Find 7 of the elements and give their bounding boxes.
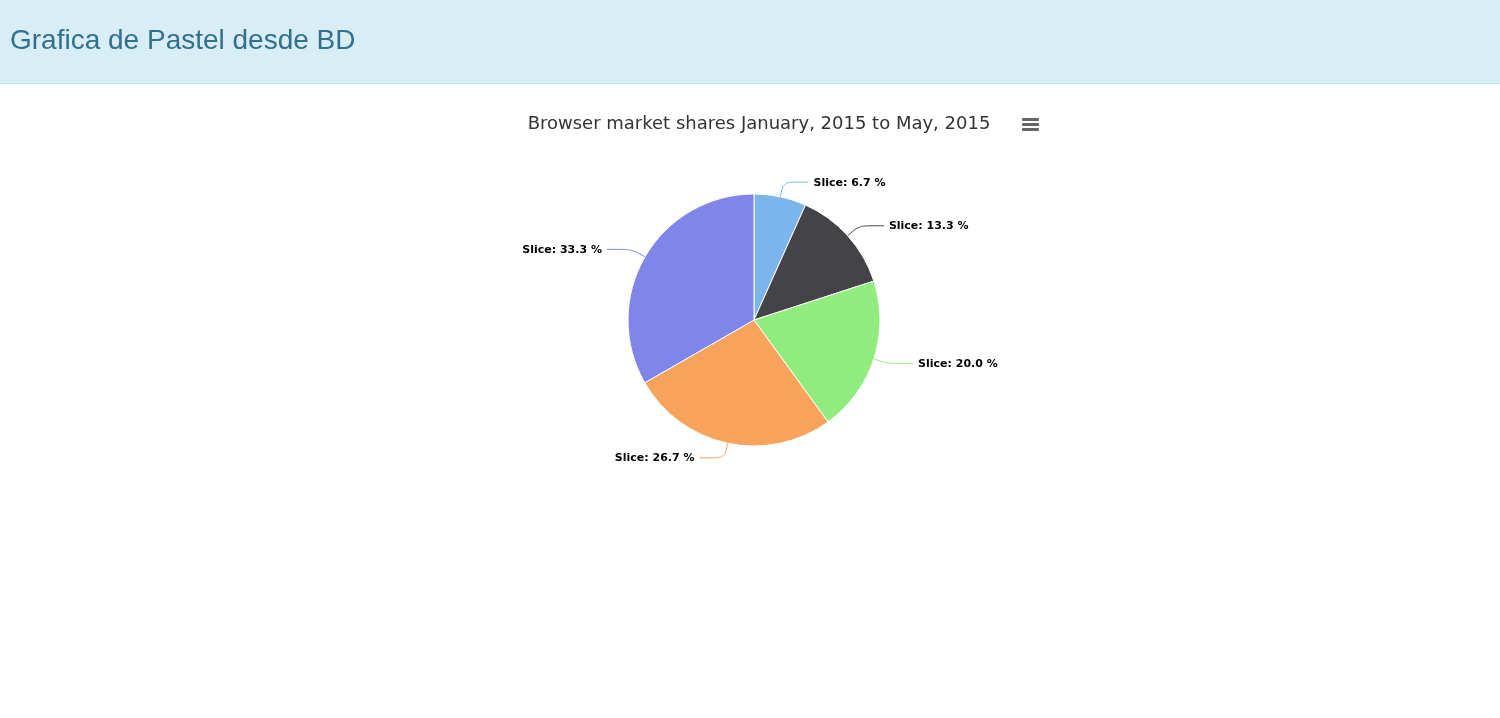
slice-label: Slice: 20.0 % — [918, 357, 998, 371]
chart-title: Browser market shares January, 2015 to May, 2015 — [527, 111, 991, 133]
slice-label: Slice: 33.3 % — [522, 242, 602, 256]
slice-label: Slice: 13.3 % — [888, 219, 969, 233]
slice-label: Slice: 26.7 % — [614, 451, 695, 465]
slice-label: Slice: 6.7 % — [813, 175, 886, 189]
text: Grafica de Pastel desde BD — [10, 24, 356, 56]
